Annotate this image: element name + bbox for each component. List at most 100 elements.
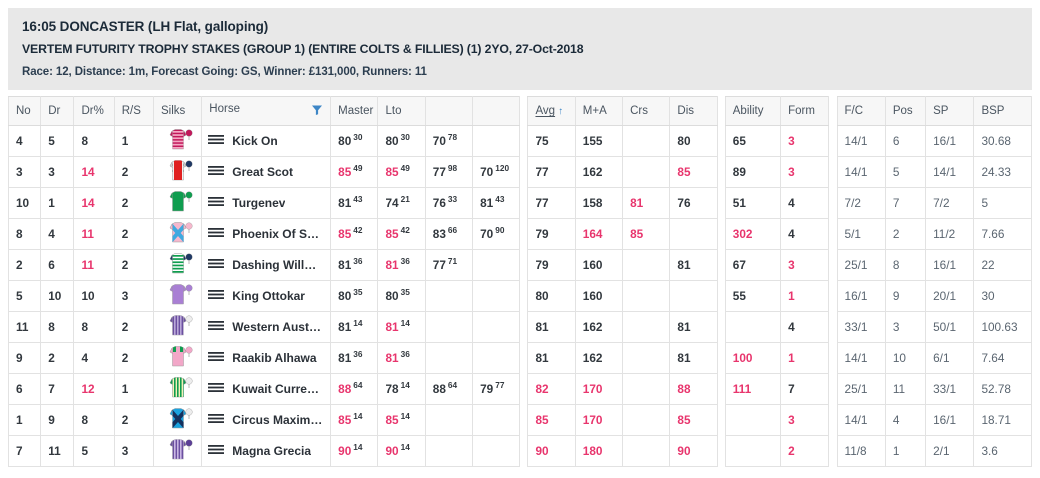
table-row[interactable]: 7 11 5 3 Magna Grecia 90 14 90 14 90 180 90 2 11/8 1 2/…: [7, 435, 1032, 467]
horse-name[interactable]: Raakib Alhawa: [232, 351, 317, 365]
horse-name[interactable]: Turgenev: [232, 196, 286, 210]
cell-horse[interactable]: Phoenix Of Spain: [201, 218, 332, 250]
col-header-pos[interactable]: Pos: [884, 96, 927, 126]
form-lines-icon[interactable]: [208, 196, 225, 211]
ma-value: 160: [582, 289, 603, 303]
col-header-dis[interactable]: Dis: [669, 96, 718, 126]
cell-silks[interactable]: [152, 311, 203, 343]
horse-name[interactable]: Western Australia: [232, 320, 323, 334]
rs-value: 2: [121, 258, 129, 272]
table-row[interactable]: 5 10 10 3 King Ottokar 80 35 80 35 80 160 55 1 16/1 9 2…: [7, 280, 1032, 312]
horse-name[interactable]: King Ottokar: [232, 289, 305, 303]
cell-silks[interactable]: [152, 404, 203, 436]
horse-name[interactable]: Circus Maximus: [232, 413, 324, 427]
form-lines-icon[interactable]: [208, 320, 225, 335]
cell-silks[interactable]: [152, 218, 203, 250]
draw-pct-value: 14: [81, 196, 95, 210]
cell-horse[interactable]: Raakib Alhawa: [201, 342, 332, 374]
avg-value: 75: [535, 134, 549, 148]
filter-icon[interactable]: [311, 104, 323, 119]
form-lines-icon[interactable]: [208, 413, 225, 428]
bsp-value: 18.71: [981, 413, 1011, 427]
form-lines-icon[interactable]: [208, 351, 225, 366]
cell-ma: 162: [574, 311, 624, 343]
cell-horse[interactable]: Dashing Willoug...: [201, 249, 332, 281]
form-value: 3: [788, 134, 795, 148]
col-header-blank-2[interactable]: [472, 96, 521, 126]
crs-value: 85: [630, 227, 644, 241]
cell-dr: 3: [40, 156, 75, 188]
table-row[interactable]: 9 2 4 2 Raakib Alhawa 81 36 81 36 81 162 81 100 1 14/1…: [7, 342, 1032, 374]
cell-horse[interactable]: Kuwait Currency: [201, 373, 332, 405]
col-header-avg[interactable]: Avg ↑: [527, 96, 576, 126]
col-header-lto[interactable]: Lto: [377, 96, 426, 126]
col-header-blank-1[interactable]: [424, 96, 474, 126]
table-row[interactable]: 1 9 8 2 Circus Maximus 85 14 85 14 85 170 85 3 14/1 4 1…: [7, 404, 1032, 436]
cell-horse[interactable]: Western Australia: [201, 311, 332, 343]
col-header-horse[interactable]: Horse: [201, 96, 332, 126]
cell-silks[interactable]: [152, 342, 203, 374]
col-header-drpct[interactable]: Dr%: [73, 96, 115, 126]
cell-silks[interactable]: [152, 280, 203, 312]
horse-name[interactable]: Kuwait Currency: [232, 382, 324, 396]
table-row[interactable]: 6 7 12 1 Kuwait Currency 88 64 78 14 88 64 79 77 82 17…: [7, 373, 1032, 405]
table-row[interactable]: 10 1 14 2 Turgenev 81 43 74 21 76 33 81 43 77 158 81 76 5…: [7, 187, 1032, 219]
bsp-value: 30: [981, 289, 995, 303]
horse-name[interactable]: Phoenix Of Spain: [232, 227, 324, 241]
cell-horse[interactable]: Turgenev: [201, 187, 332, 219]
col-header-ability[interactable]: Ability: [724, 96, 782, 126]
horse-name[interactable]: Magna Grecia: [232, 444, 311, 458]
col-header-silks[interactable]: Silks: [152, 96, 203, 126]
cell-horse[interactable]: Magna Grecia: [201, 435, 332, 467]
extra-1-value: 70: [432, 134, 446, 148]
form-lines-icon[interactable]: [208, 165, 225, 180]
form-lines-icon[interactable]: [208, 227, 225, 242]
cell-horse[interactable]: Kick On: [201, 125, 332, 157]
fc-value: 7/2: [844, 196, 861, 210]
col-header-crs[interactable]: Crs: [622, 96, 671, 126]
cell-silks[interactable]: [152, 249, 203, 281]
col-header-ma[interactable]: M+A: [574, 96, 624, 126]
col-header-no[interactable]: No: [7, 96, 42, 126]
cell-silks[interactable]: [152, 125, 203, 157]
form-lines-icon[interactable]: [208, 382, 225, 397]
pos-value: 10: [892, 351, 906, 365]
cell-drpct: 8: [73, 404, 115, 436]
cell-form: 1: [780, 342, 830, 374]
table-row[interactable]: 8 4 11 2 Phoenix Of Spain 85 42 85 42 83 66 70 90 79 1…: [7, 218, 1032, 250]
form-lines-icon[interactable]: [208, 134, 225, 149]
cell-silks[interactable]: [152, 435, 203, 467]
sort-ascending-icon[interactable]: ↑: [558, 106, 564, 117]
cell-ma: 164: [574, 218, 624, 250]
cell-sp: 16/1: [925, 404, 975, 436]
horse-name[interactable]: Dashing Willoug...: [232, 258, 323, 272]
form-lines-icon[interactable]: [208, 289, 225, 304]
cell-horse[interactable]: King Ottokar: [201, 280, 332, 312]
form-lines-icon[interactable]: [208, 258, 225, 273]
cell-ma: 180: [574, 435, 624, 467]
draw-pct-value: 8: [81, 413, 88, 427]
cell-fc: 33/1: [836, 311, 886, 343]
cell-horse[interactable]: Circus Maximus: [201, 404, 332, 436]
pos-value: 2: [892, 227, 900, 241]
table-row[interactable]: 3 3 14 2 Great Scot 85 49 85 49 77 98 70 120 77 162 85 8…: [7, 156, 1032, 188]
col-header-sp[interactable]: SP: [925, 96, 975, 126]
horse-name[interactable]: Great Scot: [232, 165, 293, 179]
cell-silks[interactable]: [152, 156, 203, 188]
col-header-dr[interactable]: Dr: [40, 96, 75, 126]
form-lines-icon[interactable]: [208, 444, 225, 459]
cell-sp: 33/1: [925, 373, 975, 405]
dis-value: 81: [677, 320, 691, 334]
cell-silks[interactable]: [152, 373, 203, 405]
col-header-fc[interactable]: F/C: [836, 96, 886, 126]
table-row[interactable]: 4 5 8 1 Kick On 80 30 80 30 70 78 75 155 80 65 3 14/1 6 16…: [7, 125, 1032, 157]
cell-horse[interactable]: Great Scot: [201, 156, 332, 188]
col-header-master[interactable]: Master: [330, 96, 379, 126]
col-header-rs[interactable]: R/S: [113, 96, 154, 126]
horse-name[interactable]: Kick On: [232, 134, 278, 148]
col-header-bsp[interactable]: BSP: [973, 96, 1032, 126]
cell-silks[interactable]: [152, 187, 203, 219]
col-header-form[interactable]: Form: [780, 96, 830, 126]
